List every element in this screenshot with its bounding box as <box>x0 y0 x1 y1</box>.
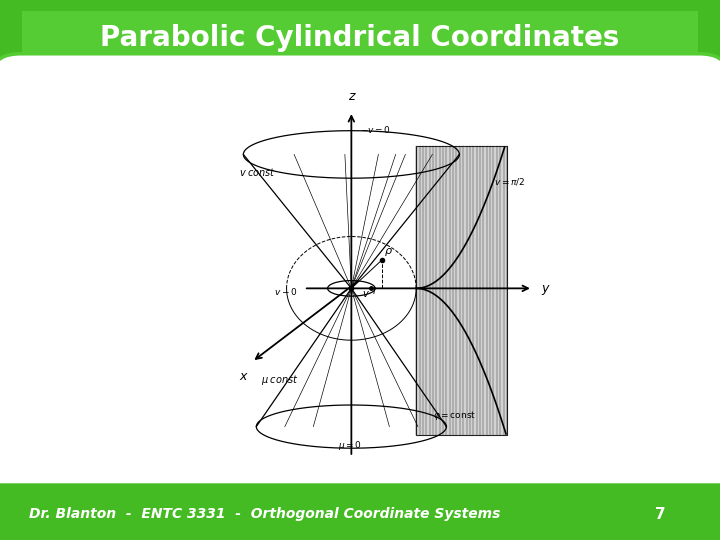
Text: $v$: $v$ <box>362 289 370 299</box>
Text: $-v=0$: $-v=0$ <box>360 124 391 135</box>
Text: $v\;$const: $v\;$const <box>239 166 276 178</box>
FancyBboxPatch shape <box>0 483 720 540</box>
Text: r: r <box>373 286 377 295</box>
Text: 7: 7 <box>655 507 666 522</box>
Text: y: y <box>541 282 549 295</box>
Text: $\varphi=\mathrm{const}$: $\varphi=\mathrm{const}$ <box>433 409 477 422</box>
Text: $v-0$: $v-0$ <box>274 286 297 297</box>
FancyBboxPatch shape <box>0 54 720 497</box>
FancyBboxPatch shape <box>0 6 720 69</box>
Polygon shape <box>416 146 507 435</box>
Text: z: z <box>348 90 355 103</box>
Text: $\mu\;$const: $\mu\;$const <box>261 373 298 387</box>
Text: Dr. Blanton  -  ENTC 3331  -  Orthogonal Coordinate Systems: Dr. Blanton - ENTC 3331 - Orthogonal Coo… <box>29 507 500 521</box>
Text: x: x <box>240 370 247 383</box>
Text: Parabolic Cylindrical Coordinates: Parabolic Cylindrical Coordinates <box>100 24 620 52</box>
Text: $\rho$: $\rho$ <box>384 246 392 258</box>
Text: $v=\pi/2$: $v=\pi/2$ <box>494 176 525 187</box>
Text: $\mu=0$: $\mu=0$ <box>338 439 362 452</box>
